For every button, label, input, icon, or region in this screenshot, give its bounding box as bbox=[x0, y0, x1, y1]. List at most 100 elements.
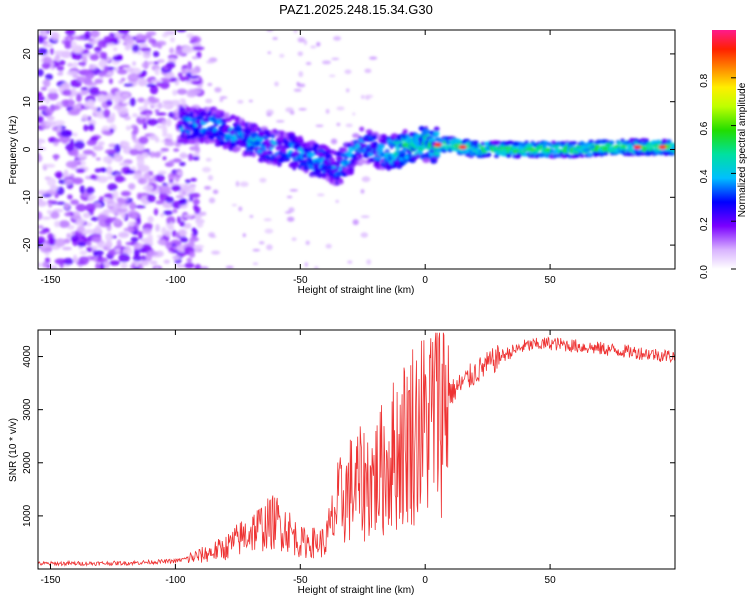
spectrogram-ridge-cell bbox=[224, 112, 230, 118]
spectrogram-noise-cell bbox=[45, 97, 50, 105]
spectrogram-noise-cell bbox=[38, 115, 44, 124]
spectrogram-ridge-cell bbox=[579, 153, 585, 158]
spectrogram-noise-cell bbox=[136, 158, 145, 166]
y-tick-label: 1000 bbox=[22, 504, 33, 527]
spectrogram-noise-cell bbox=[121, 92, 130, 98]
spectrogram-ridge-cell bbox=[524, 140, 529, 145]
spectrogram-noise-cell bbox=[170, 36, 175, 43]
spectrogram-noise-cell bbox=[131, 44, 140, 53]
spectrogram-noise-cell bbox=[138, 115, 145, 119]
spectrogram-noise-cell bbox=[258, 241, 265, 245]
spectrogram-noise-cell bbox=[43, 163, 56, 168]
spectrogram-noise-cell bbox=[87, 197, 94, 202]
spectrogram-noise-cell bbox=[133, 125, 139, 135]
spectrogram-noise-cell bbox=[98, 59, 107, 68]
spectrogram-noise-cell bbox=[94, 51, 101, 55]
spectrogram-noise-cell bbox=[53, 138, 61, 143]
spectrogram-noise-cell bbox=[366, 259, 372, 265]
spectrogram-noise-cell bbox=[364, 68, 372, 74]
spectrogram-ridge-cell bbox=[532, 149, 539, 154]
spectrogram-noise-cell bbox=[98, 242, 106, 249]
spectrogram-noise-cell bbox=[118, 253, 130, 263]
spectrogram-noise-cell bbox=[54, 50, 66, 55]
spectrogram-noise-cell bbox=[49, 185, 59, 192]
spectrogram-noise-cell bbox=[46, 115, 55, 121]
spectrogram-noise-cell bbox=[162, 103, 170, 109]
spectrogram-ridge-cell bbox=[267, 150, 273, 156]
spectrogram-noise-cell bbox=[264, 228, 274, 234]
spectrogram-noise-cell bbox=[105, 240, 113, 249]
x-tick-label: -100 bbox=[165, 575, 185, 586]
spectrogram-noise-cell bbox=[62, 257, 74, 265]
spectrogram-noise-cell bbox=[155, 112, 167, 116]
spectrogram-noise-cell bbox=[79, 250, 88, 256]
spectrogram-noise-cell bbox=[204, 186, 211, 190]
spectrogram-noise-cell bbox=[38, 153, 41, 162]
spectrogram-noise-cell bbox=[112, 55, 123, 62]
spectrogram-noise-cell bbox=[53, 154, 59, 161]
spectrogram-noise-cell bbox=[345, 123, 353, 128]
x-tick-label: 0 bbox=[422, 275, 428, 286]
spectrogram-noise-cell bbox=[105, 232, 113, 242]
spectrogram-ridge-cell bbox=[542, 144, 547, 149]
spectrogram-noise-cell bbox=[123, 83, 134, 87]
y-tick-label: 3000 bbox=[22, 398, 33, 421]
spectrogram-noise-cell bbox=[38, 36, 44, 44]
spectrogram-noise-cell bbox=[73, 35, 86, 41]
spectrogram-noise-cell bbox=[242, 233, 246, 238]
spectrogram-noise-cell bbox=[166, 216, 176, 225]
spectrogram-peak-cell bbox=[458, 145, 467, 150]
spectrogram-ridge-cell bbox=[212, 127, 218, 133]
spectrogram-noise-cell bbox=[38, 190, 48, 195]
snr-series-line bbox=[38, 332, 675, 567]
spectrogram-noise-cell bbox=[117, 30, 130, 34]
spectrogram-noise-cell bbox=[137, 50, 142, 55]
spectrogram-noise-cell bbox=[67, 110, 80, 116]
spectrogram-ridge-cell bbox=[594, 144, 600, 149]
spectrogram-noise-cell bbox=[249, 215, 254, 218]
spectrogram-noise-cell bbox=[155, 250, 164, 258]
spectrogram-noise-cell bbox=[38, 95, 46, 102]
spectrogram-noise-cell bbox=[238, 206, 243, 212]
spectrogram-noise-cell bbox=[317, 193, 325, 197]
spectrogram-noise-cell bbox=[149, 97, 160, 104]
spectrogram-noise-cell bbox=[114, 248, 121, 253]
spectrogram-noise-cell bbox=[44, 257, 51, 264]
spectrogram-noise-cell bbox=[171, 184, 182, 192]
spectrogram-noise-cell bbox=[266, 109, 274, 116]
spectrogram-noise-cell bbox=[168, 111, 175, 118]
spectrogram-noise-cell bbox=[58, 60, 66, 66]
spectrogram-noise-cell bbox=[73, 61, 78, 70]
spectrogram-ridge-cell bbox=[402, 129, 408, 135]
spectrogram-noise-cell bbox=[94, 78, 104, 84]
spectrogram-noise-cell bbox=[54, 258, 66, 265]
spectrogram-noise-cell bbox=[102, 155, 114, 164]
spectrogram-noise-cell bbox=[99, 51, 105, 60]
snr-panel: -150 -100 -50 0 50 1000 2000 3000 4000 Height of… bbox=[8, 329, 676, 596]
spectrogram-noise-cell bbox=[219, 98, 224, 102]
spectrogram-noise-cell bbox=[127, 73, 140, 82]
spectrogram-noise-cell bbox=[305, 240, 310, 245]
spectrogram-noise-cell bbox=[188, 153, 194, 161]
spectrogram-noise-cell bbox=[38, 262, 42, 268]
spectrogram-noise-cell bbox=[173, 148, 180, 152]
x-tick-label: 50 bbox=[545, 575, 557, 586]
spectrogram-noise-cell bbox=[248, 99, 253, 103]
spectrogram-noise-cell bbox=[122, 247, 133, 255]
spectrogram-noise-cell bbox=[157, 43, 162, 49]
spectrogram-noise-cell bbox=[128, 183, 136, 190]
y-tick-label: 20 bbox=[22, 48, 33, 60]
spectrogram-noise-cell bbox=[66, 70, 79, 76]
spectrogram-noise-cell bbox=[102, 130, 112, 136]
spectrogram-noise-cell bbox=[155, 200, 165, 205]
spectrogram-noise-cell bbox=[168, 159, 175, 165]
spectrogram-noise-cell bbox=[208, 197, 216, 204]
spectrogram-noise-cell bbox=[304, 39, 307, 46]
spectrogram-noise-cell bbox=[161, 100, 174, 104]
spectrogram-noise-cell bbox=[113, 104, 122, 111]
spectrogram-noise-cell bbox=[124, 45, 131, 51]
spectrogram-noise-cell bbox=[143, 172, 151, 180]
spectrogram-noise-cell bbox=[97, 94, 107, 103]
spectrogram-noise-cell bbox=[180, 237, 189, 243]
